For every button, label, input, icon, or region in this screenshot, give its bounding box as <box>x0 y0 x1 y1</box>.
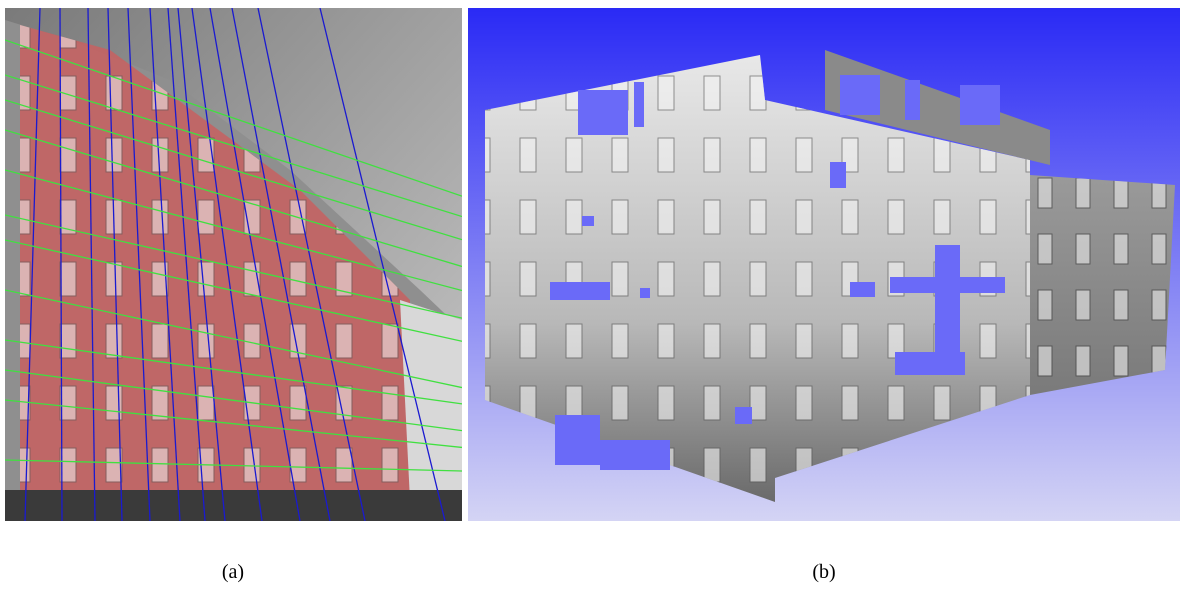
overlay-line <box>5 214 462 319</box>
overlay-line <box>177 8 226 521</box>
overlay-line <box>5 99 462 241</box>
overlay-line <box>5 399 462 449</box>
panel-a-image <box>5 8 462 521</box>
overlay-line <box>5 169 462 292</box>
overlay-line <box>127 8 151 521</box>
overlay-line <box>5 459 462 472</box>
overlay-line <box>5 239 462 342</box>
overlay-line <box>167 8 206 521</box>
overlay-line <box>149 8 181 521</box>
caption: (a) <box>222 561 244 583</box>
overlay-line <box>231 8 331 521</box>
line-overlay <box>5 8 462 521</box>
overlay-line <box>5 129 462 268</box>
overlay-line <box>87 8 96 521</box>
overlay-line <box>319 8 446 521</box>
overlay-line <box>5 289 462 389</box>
overlay-line <box>5 369 462 432</box>
panel-b-image <box>468 8 1180 521</box>
caption: (b) <box>812 561 835 583</box>
overlay-line <box>24 8 41 521</box>
overlay-line <box>59 8 63 521</box>
overlay-line <box>5 39 462 197</box>
overlay-line <box>5 74 462 218</box>
overlay-line <box>209 8 301 521</box>
overlay-line <box>5 339 462 405</box>
